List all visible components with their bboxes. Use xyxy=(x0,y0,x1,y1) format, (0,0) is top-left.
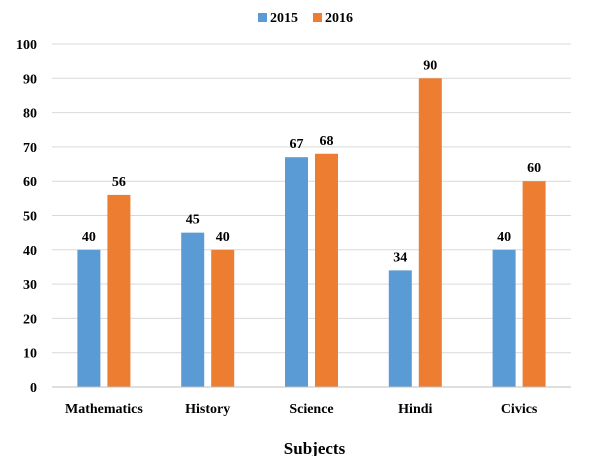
y-tick-label: 90 xyxy=(23,72,37,87)
data-label-2015-civics: 40 xyxy=(497,230,511,245)
category-label-history: History xyxy=(185,402,230,417)
legend-swatch-2016 xyxy=(313,13,322,22)
data-label-2016-mathematics: 56 xyxy=(112,175,126,190)
y-tick-label: 80 xyxy=(23,107,37,122)
category-label-hindi: Hindi xyxy=(398,402,432,417)
data-label-2015-mathematics: 40 xyxy=(82,230,96,245)
y-tick-label: 50 xyxy=(23,210,37,225)
bar-2016-mathematics xyxy=(107,194,131,387)
data-label-2015-science: 67 xyxy=(290,137,304,152)
data-label-2016-hindi: 90 xyxy=(423,58,437,73)
bar-2015-history xyxy=(181,232,205,387)
y-tick-label: 100 xyxy=(16,38,37,53)
legend: 2015 2016 xyxy=(258,11,353,26)
x-axis-title: Subjects xyxy=(284,439,346,456)
category-label-civics: Civics xyxy=(501,402,538,417)
category-label-science: Science xyxy=(289,402,333,417)
bar-2016-science xyxy=(315,153,338,387)
bar-2016-history xyxy=(211,249,235,387)
bars xyxy=(77,78,546,388)
gridlines xyxy=(52,43,571,354)
data-label-2015-history: 45 xyxy=(186,213,200,228)
category-labels: Mathematics History Science Hindi Civics xyxy=(65,402,538,417)
legend-label-2016: 2016 xyxy=(325,11,353,26)
bar-2016-hindi xyxy=(418,78,442,388)
bar-2015-civics xyxy=(492,249,516,387)
y-tick-label: 0 xyxy=(30,381,37,396)
legend-label-2015: 2015 xyxy=(270,11,298,26)
y-tick-label: 60 xyxy=(23,175,37,190)
y-tick-label: 20 xyxy=(23,312,37,327)
bar-2015-science xyxy=(285,157,308,387)
data-label-2016-civics: 60 xyxy=(527,161,541,176)
y-tick-label: 10 xyxy=(23,347,37,362)
y-tick-label: 40 xyxy=(23,244,37,259)
data-labels: 40 56 45 40 67 68 34 90 40 60 xyxy=(82,58,541,265)
y-tick-label: 30 xyxy=(23,278,37,293)
category-label-mathematics: Mathematics xyxy=(65,402,143,417)
data-label-2016-science: 68 xyxy=(320,134,334,149)
y-axis-ticks: 0 10 20 30 40 50 60 70 80 90 100 xyxy=(16,38,37,396)
y-tick-label: 70 xyxy=(23,141,37,156)
data-label-2016-history: 40 xyxy=(216,230,230,245)
bar-2016-civics xyxy=(522,181,546,387)
bar-2015-mathematics xyxy=(77,249,101,387)
legend-swatch-2015 xyxy=(258,13,267,22)
bar-2015-hindi xyxy=(388,270,412,387)
data-label-2015-hindi: 34 xyxy=(393,250,407,265)
